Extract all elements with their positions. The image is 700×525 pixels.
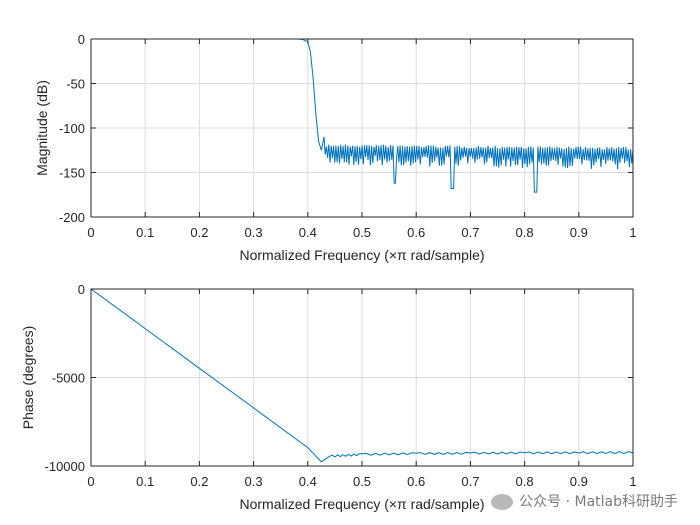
wechat-icon [491,494,514,510]
series-line [91,38,634,193]
x-tick-label: 0.7 [461,225,479,240]
x-tick-label: 0.1 [136,225,154,240]
x-tick-label: 0.7 [461,474,479,489]
y-tick-label: -10000 [45,459,85,474]
x-tick-label: 0.9 [570,474,588,489]
x-tick-label: 0.9 [570,225,588,240]
x-tick-label: 0.2 [190,225,208,240]
x-tick-label: 1 [629,225,636,240]
watermark-text: 公众号 · Matlab科研助手 [519,494,678,510]
x-tick-label: 0.5 [353,225,371,240]
x-tick-label: 0.6 [407,474,425,489]
x-tick-label: 0.6 [407,225,425,240]
x-tick-label: 0 [87,225,94,240]
x-tick-label: 0.2 [190,474,208,489]
x-axis-label: Normalized Frequency (×π rad/sample) [239,496,484,512]
series-line [90,288,634,463]
watermark: 公众号 · Matlab科研助手 [491,491,678,511]
x-tick-label: 0.4 [299,474,317,489]
y-tick-label: 0 [78,32,85,47]
y-axis-label: Phase (degrees) [20,326,36,430]
x-tick-label: 0.3 [245,225,263,240]
x-tick-label: 0.4 [299,225,317,240]
y-tick-label: -200 [59,210,85,225]
axes-2: 0 0.1 0.2 0.3 0.4 0.5 0.6 0.7 0.8 0.9 1 0 -5000 -1000… [20,282,637,512]
y-tick-label: 0 [78,282,85,297]
y-tick-label: -150 [59,166,85,181]
x-tick-label: 0.1 [136,474,154,489]
x-tick-label: 0.3 [245,474,263,489]
x-tick-label: 1 [629,474,636,489]
axes-frame [90,288,634,467]
x-tick-label: 0.5 [353,474,371,489]
x-tick-label: 0.8 [516,225,534,240]
y-axis-label: Magnitude (dB) [34,80,50,176]
axes-frame [90,38,634,218]
x-axis-label: Normalized Frequency (×π rad/sample) [239,247,484,263]
y-tick-label: -5000 [52,371,85,386]
y-tick-label: -50 [66,77,85,92]
y-tick-label: -100 [59,121,85,136]
x-tick-label: 0 [87,474,94,489]
axes-1: 0 0.1 0.2 0.3 0.4 0.5 0.6 0.7 0.8 0.9 1 0 -50 -100 -15… [34,32,637,263]
x-tick-label: 0.8 [516,474,534,489]
